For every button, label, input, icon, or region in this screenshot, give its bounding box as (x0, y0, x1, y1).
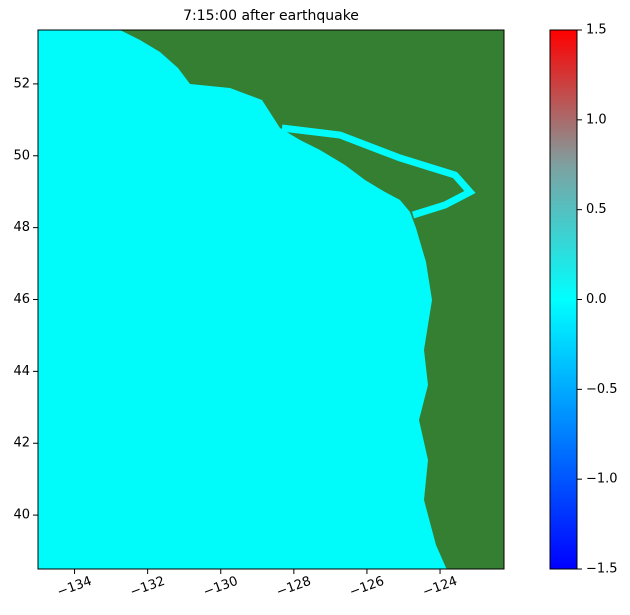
colorbar (549, 29, 578, 570)
x-tick-label: −124 (421, 574, 460, 600)
x-tick-label: −130 (201, 574, 240, 600)
colorbar-tick-label: 1.5 (586, 23, 607, 38)
y-tick-label: 48 (13, 220, 30, 235)
colorbar-tick-label: −1.5 (586, 562, 618, 577)
x-tick-label: −134 (55, 574, 94, 600)
colorbar-tick-label: −0.5 (586, 382, 618, 397)
y-tick-label: 50 (13, 148, 30, 163)
x-tick-label: −126 (348, 574, 387, 600)
y-tick-label: 46 (13, 292, 30, 307)
strait (281, 124, 476, 219)
y-tick-label: 52 (13, 76, 30, 91)
colorbar-tick-label: 0.0 (586, 292, 607, 307)
colorbar-tick-label: 1.0 (586, 112, 607, 127)
y-tick-label: 42 (13, 436, 30, 451)
y-tick-label: 40 (13, 508, 30, 523)
chart-title: 7:15:00 after earthquake (183, 8, 359, 24)
x-tick-label: −128 (274, 574, 313, 600)
colorbar-tick-label: 0.5 (586, 202, 607, 217)
colorbar-tick-label: −1.0 (586, 472, 618, 487)
x-tick-label: −132 (128, 574, 167, 600)
land (120, 30, 504, 569)
y-tick-label: 44 (13, 364, 30, 379)
